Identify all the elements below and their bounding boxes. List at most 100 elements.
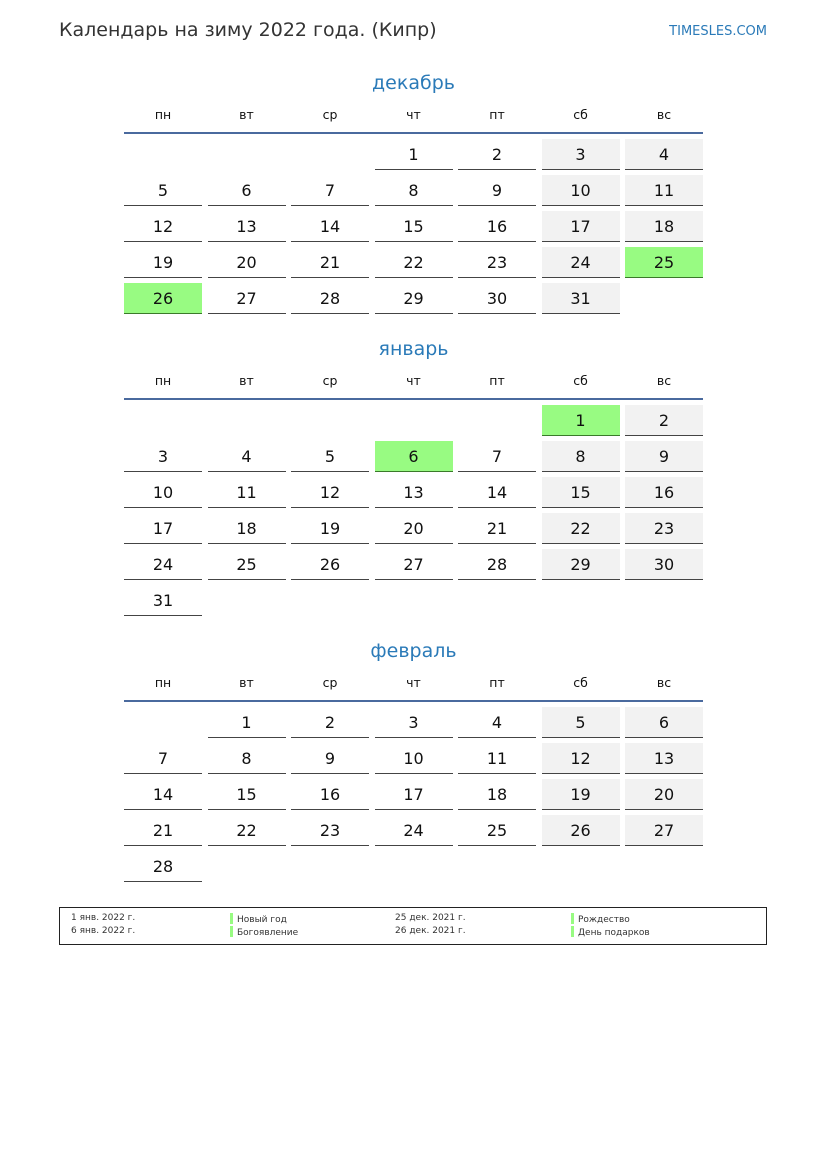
header-divider xyxy=(124,132,703,134)
day-cell[interactable]: 25 xyxy=(207,549,286,580)
day-cell[interactable]: 5 xyxy=(291,441,369,472)
day-cell[interactable]: 10 xyxy=(374,743,453,774)
day-cell[interactable]: 31 xyxy=(541,283,620,314)
day-cell[interactable]: 19 xyxy=(541,779,620,810)
day-cell[interactable]: 11 xyxy=(625,175,703,206)
header-divider xyxy=(124,398,703,400)
weekday-label: сб xyxy=(573,675,588,690)
day-cell[interactable]: 24 xyxy=(374,815,453,846)
day-cell[interactable]: 27 xyxy=(374,549,453,580)
day-cell[interactable]: 30 xyxy=(625,549,703,580)
day-cell[interactable]: 18 xyxy=(207,513,286,544)
day-cell[interactable]: 22 xyxy=(541,513,620,544)
day-cell[interactable]: 16 xyxy=(458,211,536,242)
day-cell[interactable]: 15 xyxy=(207,779,286,810)
day-cell[interactable]: 25 xyxy=(458,815,536,846)
day-cell[interactable]: 22 xyxy=(207,815,286,846)
day-cell[interactable]: 23 xyxy=(458,247,536,278)
day-cell[interactable]: 24 xyxy=(541,247,620,278)
day-cell[interactable]: 29 xyxy=(541,549,620,580)
day-cell[interactable]: 13 xyxy=(625,743,703,774)
day-cell[interactable]: 7 xyxy=(291,175,369,206)
day-cell[interactable]: 23 xyxy=(625,513,703,544)
day-cell[interactable]: 11 xyxy=(458,743,536,774)
day-cell[interactable]: 27 xyxy=(207,283,286,314)
day-cell[interactable]: 18 xyxy=(625,211,703,242)
day-cell[interactable]: 1 xyxy=(207,707,286,738)
day-cell[interactable]: 31 xyxy=(124,585,202,616)
day-cell[interactable]: 13 xyxy=(374,477,453,508)
day-cell[interactable]: 16 xyxy=(291,779,369,810)
day-cell[interactable]: 2 xyxy=(291,707,369,738)
day-cell[interactable]: 7 xyxy=(124,743,202,774)
holiday-day-cell[interactable]: 1 xyxy=(541,405,620,436)
day-cell[interactable]: 19 xyxy=(291,513,369,544)
holiday-day-cell[interactable]: 26 xyxy=(124,283,202,314)
day-cell[interactable]: 20 xyxy=(625,779,703,810)
day-cell[interactable]: 23 xyxy=(291,815,369,846)
day-cell[interactable]: 27 xyxy=(625,815,703,846)
day-cell[interactable]: 22 xyxy=(374,247,453,278)
day-cell[interactable]: 3 xyxy=(124,441,202,472)
legend-row: 6 янв. 2022 г. Богоявление 26 дек. 2021 … xyxy=(60,926,766,939)
day-cell[interactable]: 12 xyxy=(541,743,620,774)
day-cell[interactable]: 20 xyxy=(207,247,286,278)
day-cell[interactable]: 21 xyxy=(458,513,536,544)
day-cell[interactable]: 6 xyxy=(625,707,703,738)
day-cell[interactable]: 21 xyxy=(124,815,202,846)
month-title: декабрь xyxy=(372,72,455,94)
day-cell[interactable]: 28 xyxy=(458,549,536,580)
day-cell[interactable]: 17 xyxy=(124,513,202,544)
day-cell[interactable]: 2 xyxy=(625,405,703,436)
day-cell[interactable]: 24 xyxy=(124,549,202,580)
day-cell[interactable]: 3 xyxy=(541,139,620,170)
day-cell[interactable]: 12 xyxy=(291,477,369,508)
day-cell[interactable]: 5 xyxy=(124,175,202,206)
day-cell[interactable]: 9 xyxy=(625,441,703,472)
day-cell[interactable]: 11 xyxy=(207,477,286,508)
weekday-label: чт xyxy=(406,675,421,690)
weekday-label: чт xyxy=(406,373,421,388)
day-cell[interactable]: 16 xyxy=(625,477,703,508)
day-cell[interactable]: 19 xyxy=(124,247,202,278)
day-cell[interactable]: 29 xyxy=(374,283,453,314)
weekday-label: сб xyxy=(573,107,588,122)
day-cell[interactable]: 5 xyxy=(541,707,620,738)
day-cell[interactable]: 8 xyxy=(541,441,620,472)
day-cell[interactable]: 8 xyxy=(374,175,453,206)
day-cell[interactable]: 13 xyxy=(207,211,286,242)
day-cell[interactable]: 9 xyxy=(458,175,536,206)
day-cell[interactable]: 17 xyxy=(374,779,453,810)
day-cell[interactable]: 3 xyxy=(374,707,453,738)
day-cell[interactable]: 26 xyxy=(541,815,620,846)
day-cell[interactable]: 4 xyxy=(458,707,536,738)
holiday-day-cell[interactable]: 25 xyxy=(625,247,703,278)
day-cell[interactable]: 26 xyxy=(291,549,369,580)
day-cell[interactable]: 14 xyxy=(124,779,202,810)
day-cell[interactable]: 18 xyxy=(458,779,536,810)
day-cell[interactable]: 10 xyxy=(541,175,620,206)
day-cell[interactable]: 21 xyxy=(291,247,369,278)
day-cell[interactable]: 6 xyxy=(207,175,286,206)
day-cell[interactable]: 20 xyxy=(374,513,453,544)
day-cell[interactable]: 1 xyxy=(374,139,453,170)
day-cell[interactable]: 2 xyxy=(458,139,536,170)
day-cell[interactable]: 17 xyxy=(541,211,620,242)
day-cell[interactable]: 15 xyxy=(541,477,620,508)
holiday-color-marker xyxy=(230,913,233,924)
day-cell[interactable]: 7 xyxy=(458,441,536,472)
day-cell[interactable]: 4 xyxy=(625,139,703,170)
brand-link[interactable]: TIMESLES.COM xyxy=(669,24,767,39)
day-cell[interactable]: 8 xyxy=(207,743,286,774)
holiday-day-cell[interactable]: 6 xyxy=(374,441,453,472)
day-cell[interactable]: 9 xyxy=(291,743,369,774)
day-cell[interactable]: 4 xyxy=(207,441,286,472)
day-cell[interactable]: 14 xyxy=(458,477,536,508)
day-cell[interactable]: 14 xyxy=(291,211,369,242)
day-cell[interactable]: 28 xyxy=(124,851,202,882)
day-cell[interactable]: 12 xyxy=(124,211,202,242)
day-cell[interactable]: 30 xyxy=(458,283,536,314)
day-cell[interactable]: 28 xyxy=(291,283,369,314)
day-cell[interactable]: 10 xyxy=(124,477,202,508)
day-cell[interactable]: 15 xyxy=(374,211,453,242)
